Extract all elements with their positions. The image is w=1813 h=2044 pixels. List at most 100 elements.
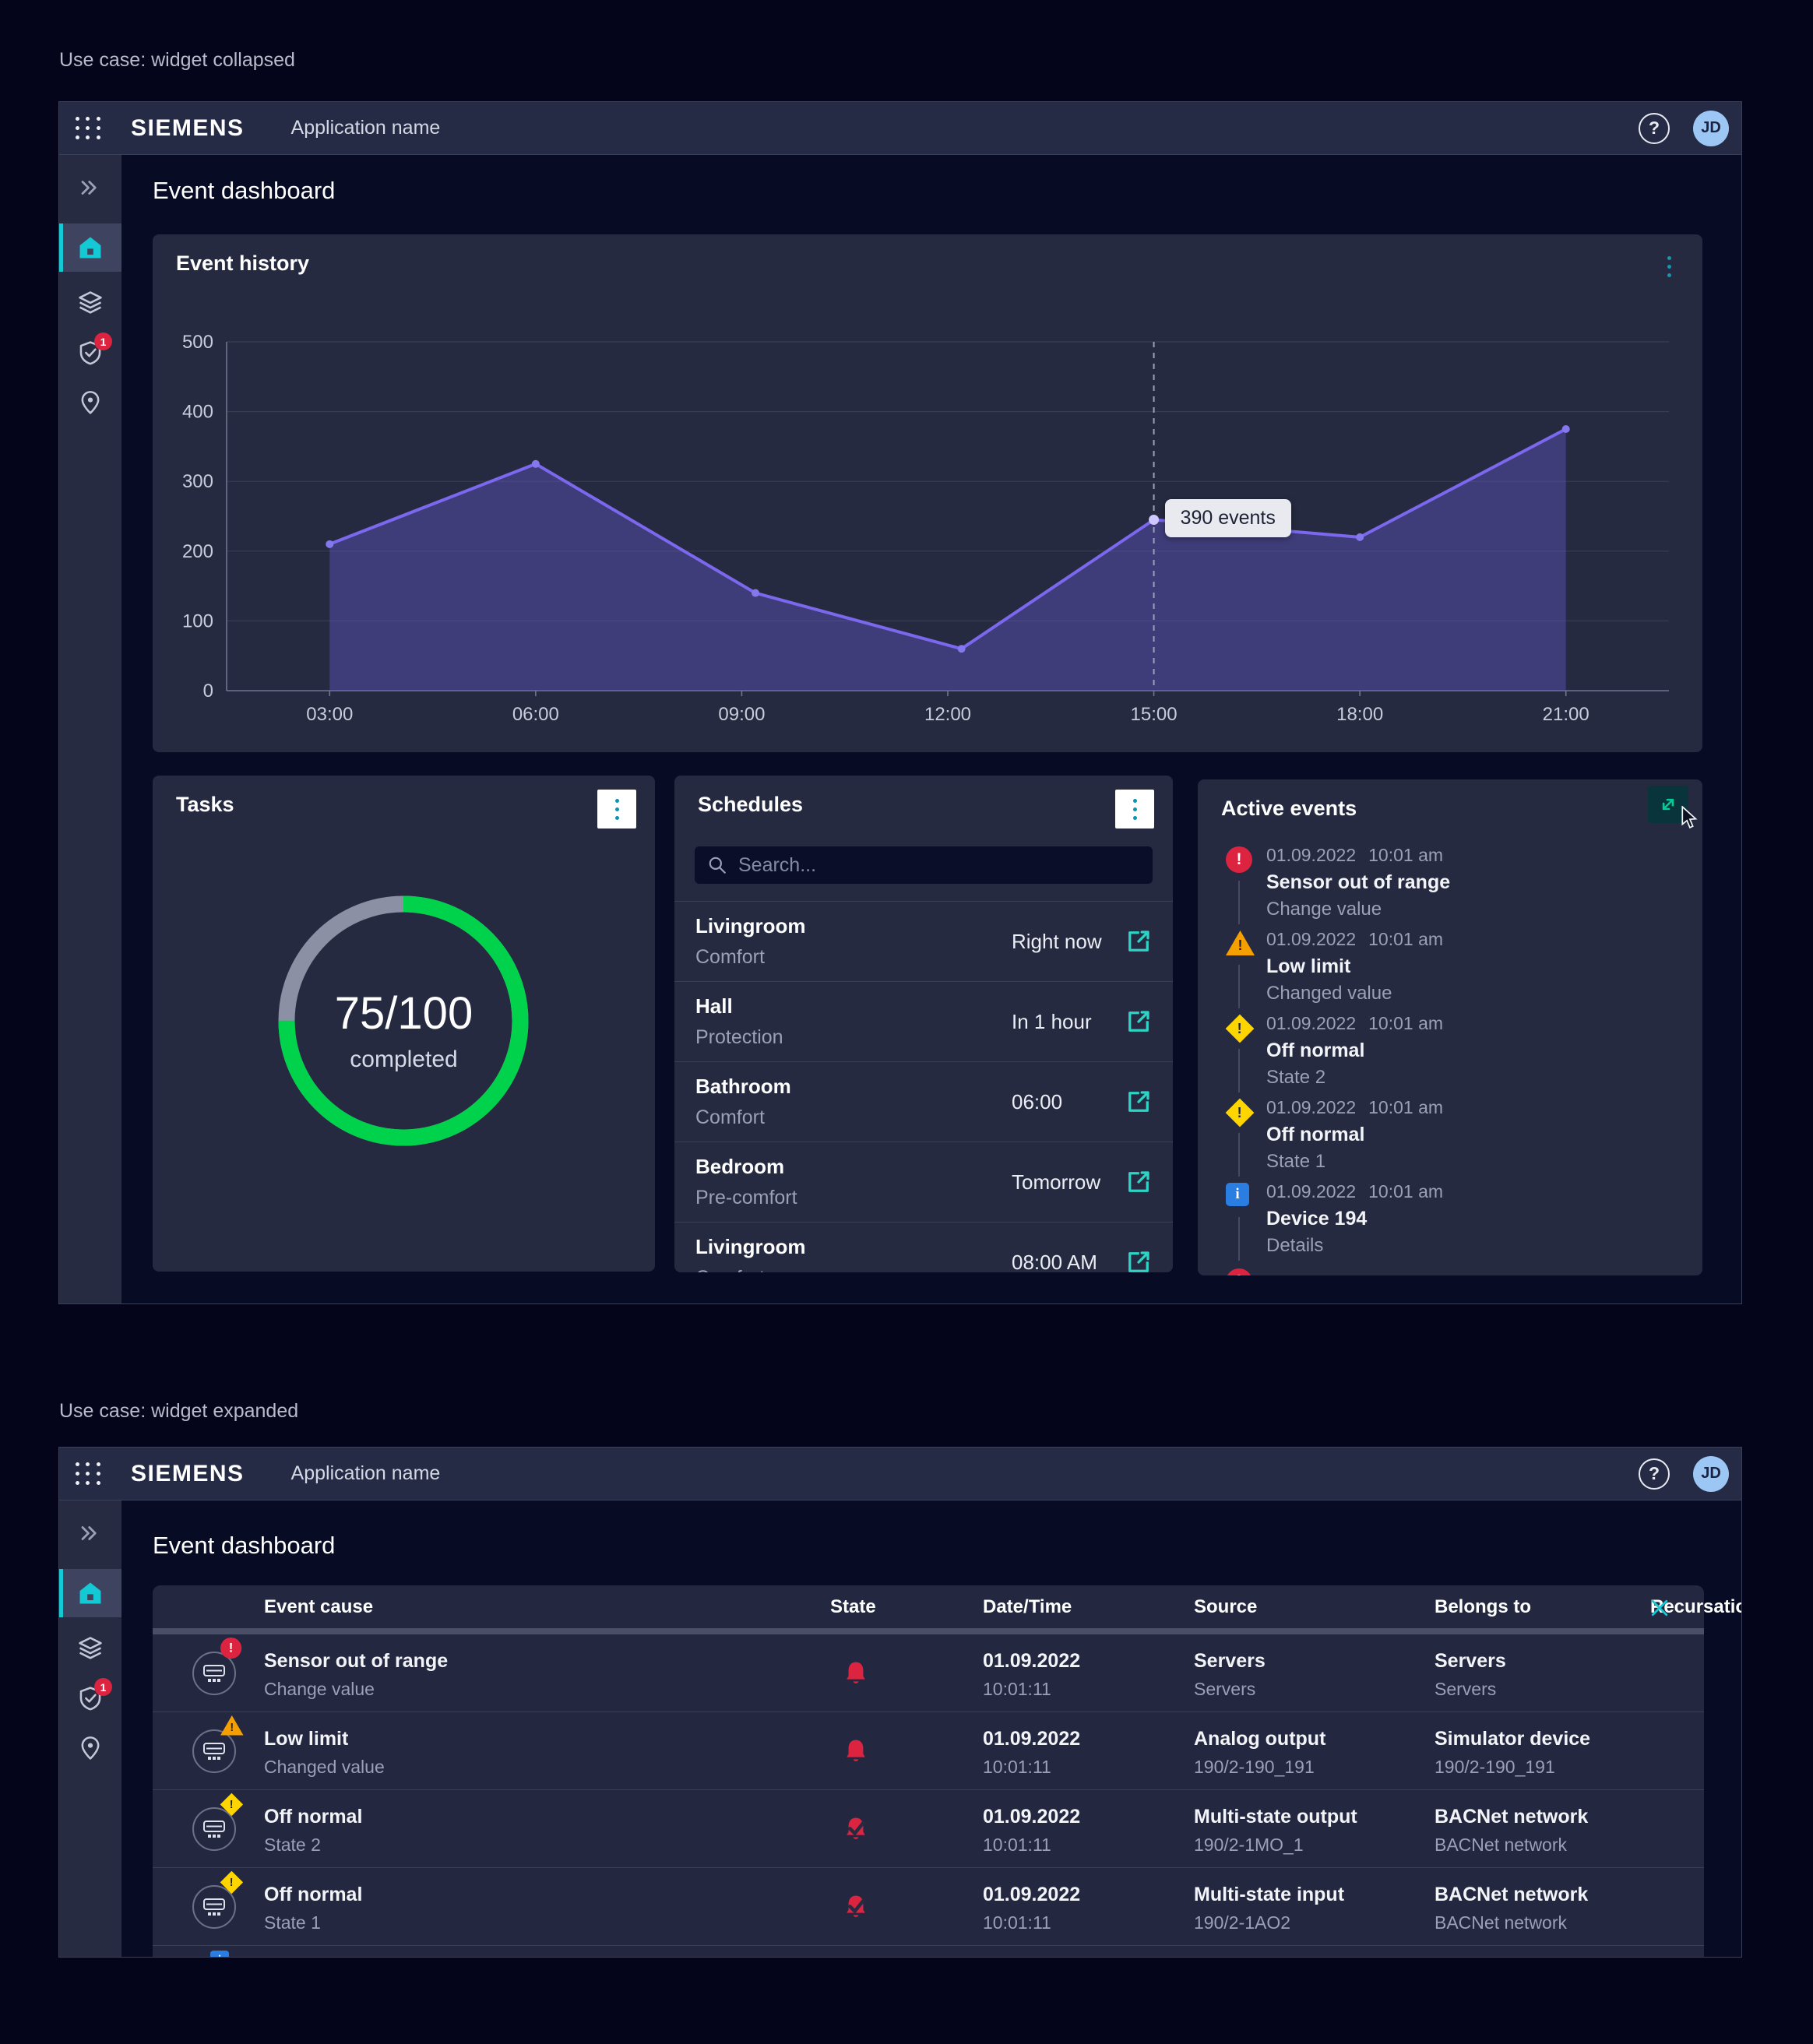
event-recursation — [1650, 1634, 1704, 1712]
sidebar: 1 — [59, 1500, 121, 1957]
schedule-row[interactable]: Bedroom Pre-comfort Tomorrow — [674, 1142, 1173, 1222]
shield-check-icon — [79, 1687, 101, 1711]
event-date: 01.09.2022 — [983, 1884, 1081, 1905]
schedule-mode: Pre-comfort — [695, 1187, 797, 1208]
svg-text:18:00: 18:00 — [1336, 704, 1383, 725]
open-external-icon[interactable] — [1125, 1088, 1153, 1116]
notification-badge: 1 — [94, 332, 112, 350]
schedule-row[interactable]: Hall Protection In 1 hour — [674, 981, 1173, 1061]
table-row[interactable]: Off normal State 2 01.09.2022 10:01:11 Mul… — [153, 1790, 1704, 1868]
sidebar-item-location[interactable] — [59, 1729, 121, 1767]
sidebar-item-layers[interactable] — [59, 284, 121, 322]
column-state: State — [830, 1595, 876, 1617]
event-date: 01.09.2022 — [1266, 1013, 1357, 1033]
svg-text:300: 300 — [182, 471, 213, 492]
bell-icon — [847, 1662, 865, 1683]
avatar[interactable]: JD — [1693, 110, 1729, 146]
severity-icon — [220, 1638, 242, 1659]
open-external-icon[interactable] — [1125, 927, 1153, 955]
sidebar-item-security[interactable]: 1 — [59, 1678, 121, 1717]
column-belongs-to: Belongs to — [1435, 1595, 1531, 1617]
sidebar-expand-icon[interactable] — [59, 1515, 121, 1552]
schedule-time: Right now — [1012, 930, 1102, 953]
svg-text:0: 0 — [203, 681, 213, 702]
event-title: Device 194 — [1266, 1208, 1368, 1230]
search-input[interactable] — [738, 846, 1145, 884]
severity-icon — [1225, 1014, 1255, 1043]
expand-widget-button[interactable] — [1648, 786, 1688, 823]
use-case-collapsed-label: Use case: widget collapsed — [59, 49, 295, 71]
device-icon — [192, 1729, 236, 1773]
schedule-time: 08:00 AM — [1012, 1251, 1097, 1272]
event-belongs-to: BACNet network — [1435, 1884, 1589, 1905]
svg-text:100: 100 — [182, 610, 213, 631]
active-event-item[interactable]: 01.09.2022 10:01 am Device 194 Details — [1198, 1181, 1702, 1265]
event-cause-sub: Changed value — [264, 1757, 385, 1777]
open-external-icon[interactable] — [1125, 1008, 1153, 1036]
kebab-menu-icon[interactable] — [1659, 253, 1679, 280]
sidebar-item-layers[interactable] — [59, 1630, 121, 1667]
close-icon[interactable] — [1648, 1596, 1671, 1620]
home-icon — [79, 1582, 101, 1604]
layers-icon — [79, 1637, 102, 1659]
table-row[interactable]: Off normal State 1 01.09.2022 10:01:11 Mul… — [153, 1868, 1704, 1946]
device-cell — [163, 1634, 264, 1712]
device-icon — [192, 1885, 236, 1929]
event-belongs-to-sub: Servers — [1435, 1679, 1497, 1699]
open-external-icon[interactable] — [1125, 1248, 1153, 1272]
event-date: 01.09.2022 — [983, 1806, 1081, 1828]
severity-icon — [1225, 1098, 1255, 1128]
schedule-row[interactable]: Livingroom Comfort Right now — [674, 901, 1173, 981]
event-subtitle: Change value — [1266, 899, 1382, 920]
event-time: 10:01:11 — [983, 1679, 1051, 1699]
event-source: Multi-state input — [1194, 1884, 1345, 1905]
event-recursation — [1650, 1712, 1704, 1789]
event-history-plot[interactable]: 0 100 200 300 400 500 03:00 06:00 09:00 12:00 15:0… — [153, 234, 1702, 752]
sidebar-item-security[interactable]: 1 — [59, 332, 121, 371]
schedule-row[interactable]: Bathroom Comfort 06:00 — [674, 1061, 1173, 1142]
siemens-logo: SIEMENS — [131, 114, 245, 141]
kebab-menu-button[interactable] — [1115, 790, 1154, 829]
app-launcher-icon[interactable] — [75, 1461, 101, 1487]
home-icon — [79, 237, 101, 259]
severity-icon — [220, 1870, 244, 1894]
active-event-item[interactable]: 01.09.2022 10:01 am Off normal State 2 — [1198, 1013, 1702, 1097]
sidebar-item-location[interactable] — [59, 384, 121, 421]
sidebar-item-home[interactable] — [59, 1569, 121, 1617]
event-cause: Off normal — [264, 1806, 363, 1828]
event-recursation — [1650, 1790, 1704, 1867]
siemens-logo: SIEMENS — [131, 1460, 245, 1486]
table-row[interactable]: Sensor out of range Change value 01.09.20… — [153, 1634, 1704, 1712]
avatar[interactable]: JD — [1693, 1455, 1729, 1492]
notification-badge: 1 — [94, 1678, 112, 1696]
help-icon[interactable] — [1639, 1458, 1670, 1490]
severity-icon — [220, 1715, 244, 1736]
svg-text:06:00: 06:00 — [512, 704, 559, 725]
table-horizontal-scrollbar[interactable] — [153, 1628, 1704, 1634]
event-source: Servers — [1194, 1650, 1266, 1672]
tasks-widget: Tasks 75/100 completed — [153, 776, 655, 1272]
active-event-item[interactable]: 01.09.2022 10:01 am Sensor out of range C… — [1198, 845, 1702, 929]
kebab-menu-button[interactable] — [597, 790, 636, 829]
chart-tooltip: 390 events — [1164, 499, 1291, 538]
svg-text:200: 200 — [182, 541, 213, 562]
event-time: 10:01:11 — [983, 1835, 1051, 1855]
active-events-title: Active events — [1221, 797, 1357, 820]
application-name: Application name — [290, 117, 441, 139]
open-external-icon[interactable] — [1125, 1168, 1153, 1196]
sidebar-expand-icon[interactable] — [59, 169, 121, 206]
schedule-time: Tomorrow — [1012, 1170, 1101, 1194]
active-event-item[interactable]: 01.09.2022 10:01 am Low limit Changed val… — [1198, 929, 1702, 1013]
help-icon[interactable] — [1639, 112, 1670, 144]
expand-icon — [1662, 798, 1674, 811]
tasks-progress-ring — [278, 895, 529, 1146]
active-event-item[interactable]: 01.09.2022 10:01 am Off normal State 1 — [1198, 1097, 1702, 1181]
app-launcher-icon[interactable] — [75, 115, 101, 142]
schedule-row[interactable]: Livingroom Comfort 08:00 AM — [674, 1222, 1173, 1272]
sidebar-item-home[interactable] — [59, 223, 121, 272]
page-title: Event dashboard — [153, 177, 336, 204]
table-row-partial[interactable] — [153, 1946, 1704, 1957]
schedules-list: Livingroom Comfort Right now Hall Protec… — [674, 901, 1173, 1272]
use-case-expanded-label: Use case: widget expanded — [59, 1400, 299, 1422]
table-row[interactable]: Low limit Changed value 01.09.2022 10:01:1… — [153, 1712, 1704, 1790]
